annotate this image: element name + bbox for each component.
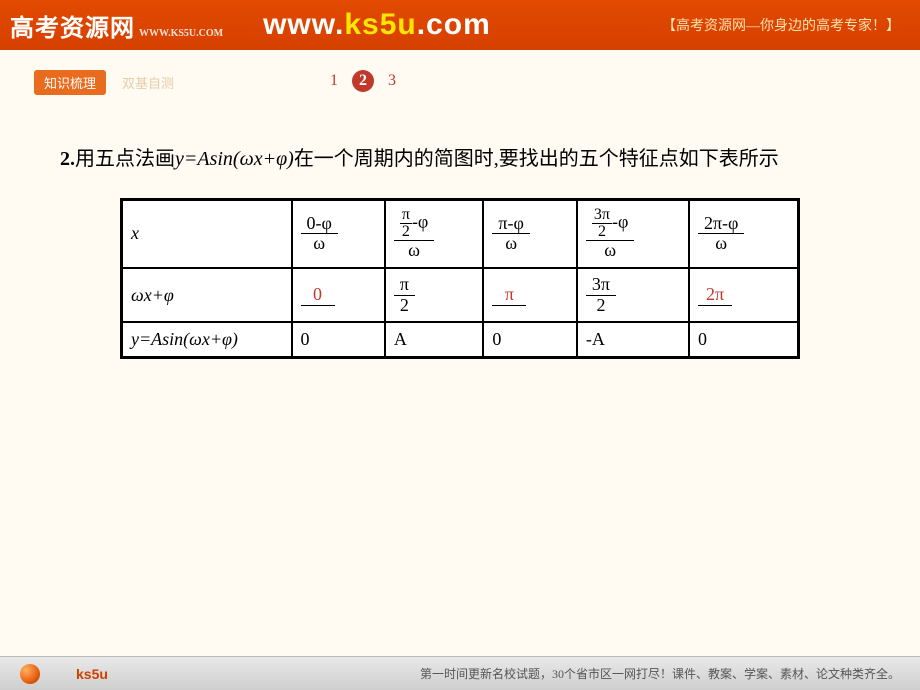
r1c5: 2π-φω: [689, 200, 799, 268]
r3c3: 0: [483, 322, 577, 358]
row1-label: x: [122, 200, 292, 268]
url-highlight: ks5u: [344, 8, 416, 41]
formula-inline: y=Asin(ωx+φ): [175, 148, 294, 170]
tab-knowledge[interactable]: 知识梳理: [34, 70, 106, 95]
r2c4: 3π2: [577, 268, 689, 323]
logo: 高考资源网 WWW.KS5U.COM: [0, 8, 223, 43]
r3c2: A: [385, 322, 484, 358]
site-footer: ks5u 第一时间更新名校试题，30个省市区一网打尽！课件、教案、学案、素材、论…: [0, 656, 920, 690]
url-post: .com: [417, 8, 491, 41]
r2c2: π2: [385, 268, 484, 323]
r1c1: 0-φω: [292, 200, 385, 268]
header-url: www.ks5u.com: [263, 8, 491, 42]
r2c5: 2π: [689, 268, 799, 323]
url-pre: www.: [263, 8, 344, 41]
footer-logo-icon: [20, 664, 40, 684]
row2-label: ωx+φ: [122, 268, 292, 323]
question-number: 2.: [60, 148, 75, 170]
r3c1: 0: [292, 322, 385, 358]
page-3[interactable]: 3: [388, 72, 396, 90]
pager: 1 2 3: [330, 70, 396, 92]
page-1[interactable]: 1: [330, 72, 338, 90]
table-wrapper: x 0-φω π2-φω π-φω 3π2-φω 2π-φω ωx+φ: [20, 178, 900, 359]
r3c5: 0: [689, 322, 799, 358]
feature-points-table: x 0-φω π2-φω π-φω 3π2-φω 2π-φω ωx+φ: [120, 198, 800, 359]
logo-cn-text: 高考资源网: [10, 8, 135, 43]
header-tagline: 【高考资源网—你身边的高考专家！】: [662, 15, 900, 35]
r2c1: 0: [292, 268, 385, 323]
site-header: 高考资源网 WWW.KS5U.COM www.ks5u.com 【高考资源网—你…: [0, 0, 920, 50]
slide-content: 知识梳理 双基自测 1 2 3 2.用五点法画y=Asin(ωx+φ)在一个周期…: [0, 50, 920, 656]
footer-ks5u: ks5u: [76, 666, 108, 682]
tabs: 知识梳理 双基自测: [34, 70, 190, 95]
r3c4: -A: [577, 322, 689, 358]
text-pre: 用五点法画: [75, 148, 175, 170]
footer-text: 第一时间更新名校试题，30个省市区一网打尽！课件、教案、学案、素材、论文种类齐全…: [420, 665, 900, 682]
question-text: 2.用五点法画y=Asin(ωx+φ)在一个周期内的简图时,要找出的五个特征点如…: [20, 140, 900, 178]
r1c3: π-φω: [483, 200, 577, 268]
logo-small-text: WWW.KS5U.COM: [139, 28, 223, 39]
text-post: 在一个周期内的简图时,要找出的五个特征点如下表所示: [294, 148, 779, 170]
row3-label: y=Asin(ωx+φ): [122, 322, 292, 358]
r1c4: 3π2-φω: [577, 200, 689, 268]
tab-selftest[interactable]: 双基自测: [112, 70, 184, 95]
page-2-current[interactable]: 2: [352, 70, 374, 92]
r1c2: π2-φω: [385, 200, 484, 268]
r2c3: π: [483, 268, 577, 323]
